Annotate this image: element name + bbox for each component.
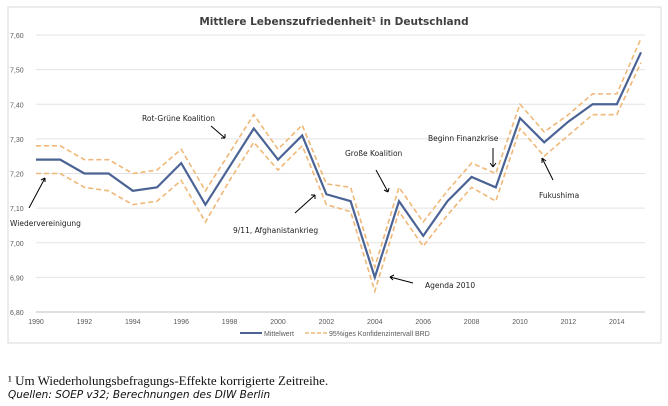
y-tick-label: 7,20 <box>10 172 24 179</box>
chart: Mittlere Lebenszufriedenheit¹ in Deutsch… <box>7 6 662 344</box>
annotation-agenda-2010: Agenda 2010 <box>425 281 475 290</box>
arrow-icon <box>294 194 316 214</box>
x-tick-label: 2010 <box>512 319 528 326</box>
x-tick-label: 2004 <box>367 319 383 326</box>
annotation-finanzkrise: Beginn Finanzkrise <box>428 134 499 143</box>
legend: Mittelwert 95%iges Konfidenzintervall BR… <box>240 331 430 338</box>
chart-frame <box>7 6 662 344</box>
annotation-grosse-koalition: Große Koalition <box>345 149 403 158</box>
arrow-icon <box>389 274 414 284</box>
annotations: Wiedervereinigung Rot-Grüne Koalition 9/… <box>10 114 579 290</box>
y-tick-label: 7,60 <box>10 33 24 40</box>
y-tick-label: 6,90 <box>10 275 24 282</box>
y-tick-label: 7,00 <box>10 241 24 248</box>
annotation-fukushima: Fukushima <box>539 191 579 200</box>
x-tick-label: 1994 <box>125 319 141 326</box>
x-tick-label: 2000 <box>270 319 286 326</box>
x-tick-label: 1996 <box>173 319 189 326</box>
y-tick-label: 7,40 <box>10 102 24 109</box>
arrow-icon <box>375 169 390 193</box>
source-note: Quellen: SOEP v32; Berechnungen des DIW … <box>8 389 271 401</box>
x-tick-label: 1992 <box>77 319 93 326</box>
legend-label-mean: Mittelwert <box>264 331 294 338</box>
series-line-ci-lower <box>36 62 642 294</box>
x-tick-label: 2006 <box>415 319 431 326</box>
arrow-icon <box>210 125 226 139</box>
chart-title: Mittlere Lebenszufriedenheit¹ in Deutsch… <box>199 16 468 28</box>
series-line-ci-upper <box>36 38 642 270</box>
x-tick-label: 2002 <box>319 319 335 326</box>
annotation-afghanistan: 9/11, Afghanistankrieg <box>233 226 318 235</box>
y-tick-label: 7,50 <box>10 68 24 75</box>
x-tick-label: 2008 <box>464 319 480 326</box>
y-tick-label: 7,10 <box>10 206 24 213</box>
arrow-icon <box>489 148 497 168</box>
annotation-rot-gruene: Rot-Grüne Koalition <box>142 114 215 123</box>
arrow-icon <box>541 157 554 181</box>
legend-label-ci: 95%iges Konfidenzintervall BRD <box>329 331 430 338</box>
x-tick-label: 2014 <box>609 319 625 326</box>
x-tick-label: 2012 <box>561 319 577 326</box>
x-tick-label: 1990 <box>28 319 44 326</box>
x-tick-label: 1998 <box>222 319 238 326</box>
footnote: ¹ Um Wiederholungsbefragungs-Effekte kor… <box>8 373 329 388</box>
annotation-wiedervereinigung: Wiedervereinigung <box>10 219 81 228</box>
series-line-mean <box>36 51 642 282</box>
y-tick-label: 7,30 <box>10 137 24 144</box>
arrow-icon <box>28 177 46 209</box>
y-tick-label: 6,80 <box>10 310 24 317</box>
